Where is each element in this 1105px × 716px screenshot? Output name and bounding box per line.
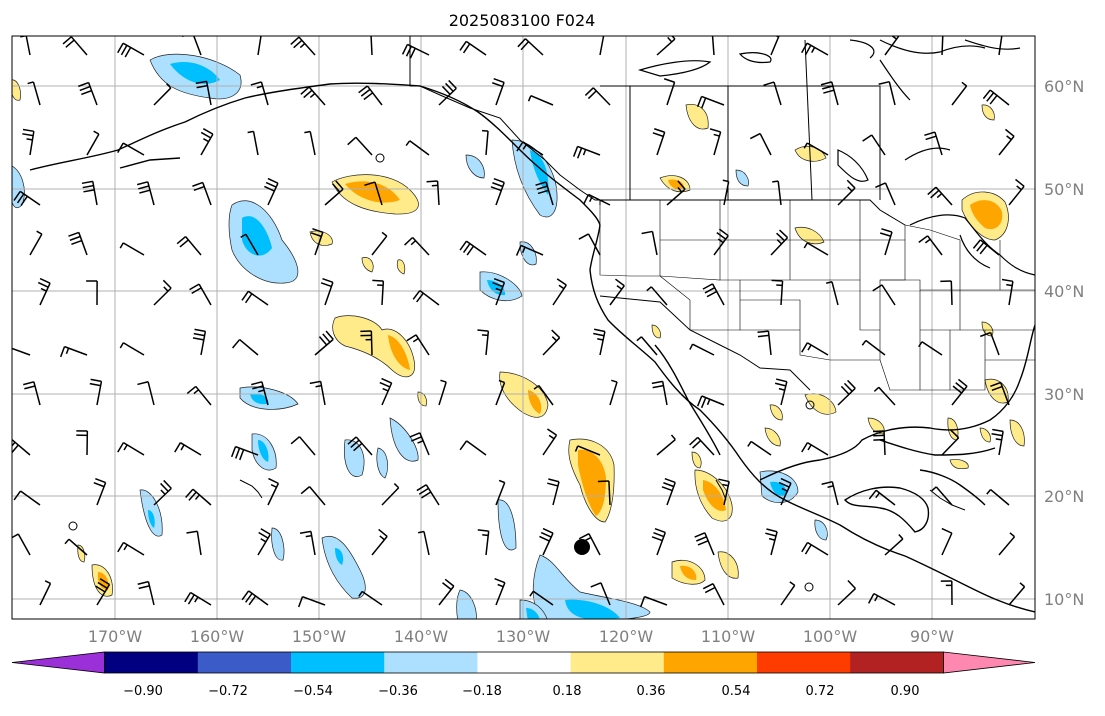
lat-label-60n: 60°N	[1044, 77, 1084, 96]
colorbar-tick-label: 0.72	[806, 684, 835, 699]
colorbar-tick-label: 0.54	[722, 684, 751, 699]
lon-label-120w: 120°W	[599, 627, 654, 646]
wind-barb-flag	[4, 347, 8, 357]
lon-label-130w: 130°W	[496, 627, 551, 646]
colorbar-tick-label: 0.36	[637, 684, 666, 699]
wind-barb-flag	[360, 31, 371, 32]
colorbar-extend-min	[12, 652, 105, 673]
lat-label-40n: 40°N	[1044, 282, 1084, 301]
lat-label-20n: 20°N	[1044, 487, 1084, 506]
wind-barb-flag	[599, 30, 605, 31]
lon-label-100w: 100°W	[803, 627, 858, 646]
colorbar-tick-label: −0.54	[293, 684, 333, 699]
wind-barb-flag	[27, 139, 33, 140]
colorbar: −0.90 −0.72 −0.54 −0.36 −0.18 0.18 0.36 …	[12, 652, 1035, 699]
lon-label-90w: 90°W	[910, 627, 954, 646]
wind-barb-flag	[482, 335, 488, 336]
wind-barb-shaft	[951, 281, 952, 305]
colorbar-tick-label: −0.72	[208, 684, 248, 699]
wind-barb-flag	[997, 30, 1003, 31]
wind-barb-flag	[316, 386, 322, 387]
lon-label-110w: 110°W	[701, 627, 756, 646]
colorbar-segment	[384, 652, 478, 673]
wind-barb-flag	[482, 535, 488, 536]
wind-barb-flag	[372, 280, 383, 281]
lon-label-140w: 140°W	[394, 627, 449, 646]
longitude-labels: 170°W 160°W 150°W 140°W 130°W 120°W 110°…	[88, 627, 954, 646]
lon-label-170w: 170°W	[88, 627, 143, 646]
colorbar-segment	[850, 652, 944, 673]
lat-label-50n: 50°N	[1044, 180, 1084, 199]
wind-barb-flag	[770, 29, 780, 33]
colorbar-tick-label: −0.90	[123, 684, 163, 699]
wind-barb-shaft	[942, 31, 943, 55]
colorbar-extend-max	[943, 652, 1035, 673]
wind-barb-flag	[427, 181, 438, 182]
wind-barb-flag	[772, 280, 783, 281]
colorbar-segment	[291, 652, 385, 673]
wind-barb-flag	[256, 30, 262, 31]
map-title: 2025083100 F024	[449, 11, 596, 30]
wind-barb-flag	[598, 481, 609, 482]
colorbar-segment	[198, 652, 292, 673]
colorbar-tick-label: 0.18	[553, 684, 582, 699]
wind-barb-flag	[306, 536, 312, 537]
wind-barb-flag	[772, 181, 778, 182]
wind-barb-flag	[5, 439, 12, 447]
wind-barb-shaft	[884, 431, 885, 455]
colorbar-ticks: −0.90 −0.72 −0.54 −0.36 −0.18 0.18 0.36 …	[123, 684, 919, 699]
wind-barb-flag	[482, 131, 488, 132]
colorbar-tick-label: 0.90	[891, 684, 920, 699]
lon-label-160w: 160°W	[190, 627, 245, 646]
colorbar-tick-label: −0.36	[378, 684, 418, 699]
colorbar-tick-label: −0.18	[462, 684, 502, 699]
colorbar-segment	[571, 652, 665, 673]
colorbar-segment	[105, 652, 199, 673]
latitude-labels: 10°N 20°N 30°N 40°N 50°N 60°N	[1044, 77, 1084, 609]
wind-barb-shaft	[371, 331, 372, 355]
lon-label-150w: 150°W	[292, 627, 347, 646]
colorbar-segment	[477, 652, 571, 673]
colorbar-segment	[757, 652, 851, 673]
wind-barb-flag	[15, 31, 26, 33]
lat-label-30n: 30°N	[1044, 385, 1084, 404]
wind-barb-flag	[996, 439, 1002, 440]
colorbar-segment	[664, 652, 758, 673]
wind-barb-flag	[1006, 285, 1012, 286]
wind-barb-flag	[9, 348, 11, 354]
wind-barb-flag	[890, 29, 899, 35]
lat-label-10n: 10°N	[1044, 590, 1084, 609]
colorbar-segments	[12, 652, 1035, 673]
